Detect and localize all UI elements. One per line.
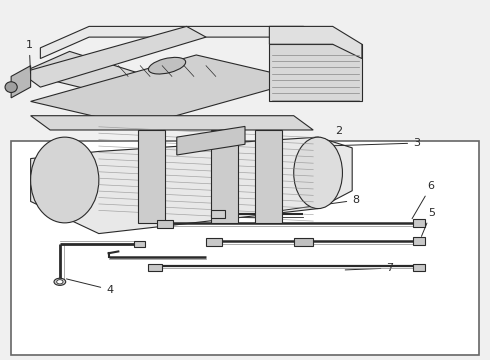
Text: 3: 3: [326, 138, 420, 148]
Polygon shape: [30, 137, 352, 234]
Ellipse shape: [30, 137, 99, 223]
FancyBboxPatch shape: [211, 210, 224, 217]
FancyBboxPatch shape: [138, 130, 165, 223]
FancyBboxPatch shape: [11, 141, 479, 355]
FancyBboxPatch shape: [413, 237, 425, 245]
Ellipse shape: [148, 57, 186, 74]
Text: 2: 2: [335, 126, 342, 136]
Text: 7: 7: [345, 263, 393, 273]
Polygon shape: [270, 44, 362, 102]
Polygon shape: [21, 51, 138, 94]
FancyBboxPatch shape: [147, 264, 162, 271]
FancyBboxPatch shape: [1, 1, 489, 137]
Polygon shape: [177, 126, 245, 155]
FancyBboxPatch shape: [134, 241, 145, 247]
Text: 8: 8: [262, 195, 359, 213]
Ellipse shape: [57, 280, 63, 284]
Polygon shape: [30, 116, 313, 130]
FancyBboxPatch shape: [413, 219, 425, 227]
FancyBboxPatch shape: [294, 238, 313, 246]
FancyBboxPatch shape: [413, 264, 425, 271]
Polygon shape: [11, 66, 30, 98]
FancyBboxPatch shape: [211, 130, 238, 223]
Text: 1: 1: [26, 40, 33, 74]
FancyBboxPatch shape: [255, 130, 282, 223]
Polygon shape: [21, 26, 206, 87]
Ellipse shape: [5, 82, 17, 93]
FancyBboxPatch shape: [157, 220, 173, 228]
Text: 6: 6: [412, 181, 435, 219]
Polygon shape: [40, 26, 343, 59]
FancyBboxPatch shape: [206, 238, 221, 246]
Text: 4: 4: [67, 279, 113, 294]
Ellipse shape: [294, 137, 343, 208]
Text: 5: 5: [421, 208, 435, 237]
Ellipse shape: [54, 278, 66, 285]
Polygon shape: [270, 26, 362, 59]
Polygon shape: [30, 55, 303, 126]
